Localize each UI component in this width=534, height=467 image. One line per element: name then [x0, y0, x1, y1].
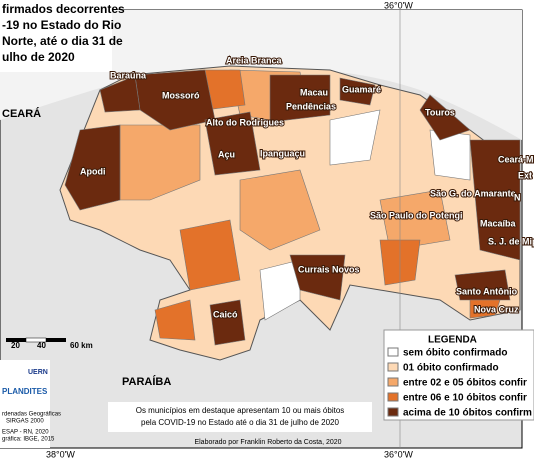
note-box	[108, 402, 372, 432]
scale-bar: 20 40 60 km	[6, 337, 93, 350]
info-box	[0, 360, 50, 448]
place-label: Ext	[518, 170, 532, 180]
place-label: Apodi	[80, 166, 106, 176]
legend-box	[383, 329, 534, 421]
scale-label: 60 km	[70, 341, 93, 350]
place-label: Nova Cruz	[474, 304, 519, 314]
coordinate-label: 38°0'W	[46, 449, 75, 459]
metadata: ESAP - RN, 2020	[2, 430, 49, 436]
place-label: N	[514, 192, 521, 202]
place-labels: Baraúna Mossoró Areia Branca Macau Pendê…	[79, 54, 534, 320]
place-label: Guamaré	[342, 84, 381, 94]
place-label: São Paulo do Potengi	[370, 210, 463, 220]
legend-label: 01 óbito confirmado	[403, 363, 499, 374]
note: pela COVID-19 no Estado até o dia 31 de …	[141, 418, 339, 427]
place-label: Ceará-Mi	[498, 154, 534, 164]
legend-label: sem óbito confirmado	[403, 348, 507, 359]
title-line: -19 no Estado do Rio	[2, 18, 121, 32]
place-label: Alto do Rodrigues	[206, 117, 284, 127]
coordinate-label: 36°0'W	[384, 449, 413, 459]
place-label: Macau	[300, 87, 328, 97]
scale-label: 20	[11, 341, 20, 350]
logo: PLANDITES	[2, 387, 48, 396]
municipalities	[64, 69, 521, 346]
logo: UERN	[28, 369, 48, 376]
place-label: Mossoró	[162, 90, 200, 100]
place-label: Touros	[425, 107, 455, 117]
sea	[0, 10, 522, 140]
neighbor-label: PARAÍBA	[122, 375, 171, 388]
legend: sem óbito confirmado 01 óbito confirmado…	[387, 347, 532, 419]
neighbor-label: CEARÁ	[2, 107, 41, 120]
place-label: Caicó	[213, 309, 238, 319]
legend-title: LEGENDA	[428, 335, 477, 346]
coordinate-label: 36°0'W	[384, 0, 413, 10]
metadata: rdenadas Geográficas	[2, 412, 61, 418]
note: Os municípios em destaque apresentam 10 …	[136, 406, 345, 415]
place-label: Açu	[218, 149, 235, 159]
place-label: Baraúna	[110, 70, 147, 80]
place-label: Santo Antônio	[456, 286, 518, 296]
legend-label: acima de 10 óbitos confirm	[403, 408, 532, 419]
credit: Elaborado por Franklin Roberto da Costa,…	[194, 439, 341, 446]
legend-label: entre 06 e 10 óbitos confir	[403, 393, 527, 404]
title-line: ulho de 2020	[2, 50, 75, 64]
place-label: Ipanguaçu	[260, 148, 305, 158]
place-label: S. J. de Mip	[488, 236, 534, 246]
place-label: Pendências	[286, 101, 336, 111]
metadata: SIRGAS 2000	[6, 419, 44, 425]
place-label: Macaíba	[480, 218, 517, 228]
place-label: Areia Branca	[226, 55, 283, 65]
title-line: Norte, até o dia 31 de	[2, 34, 123, 48]
place-label: São G. do Amarante	[430, 188, 516, 198]
title-box	[0, 0, 112, 72]
metadata: gráfica: IBGE, 2015	[2, 437, 55, 443]
title-line: firmados decorrentes	[2, 2, 125, 16]
place-label: Currais Novos	[298, 264, 360, 274]
title: firmados decorrentes -19 no Estado do Ri…	[2, 2, 125, 64]
scale-label: 40	[37, 341, 46, 350]
legend-label: entre 02 e 05 óbitos confir	[403, 378, 527, 389]
